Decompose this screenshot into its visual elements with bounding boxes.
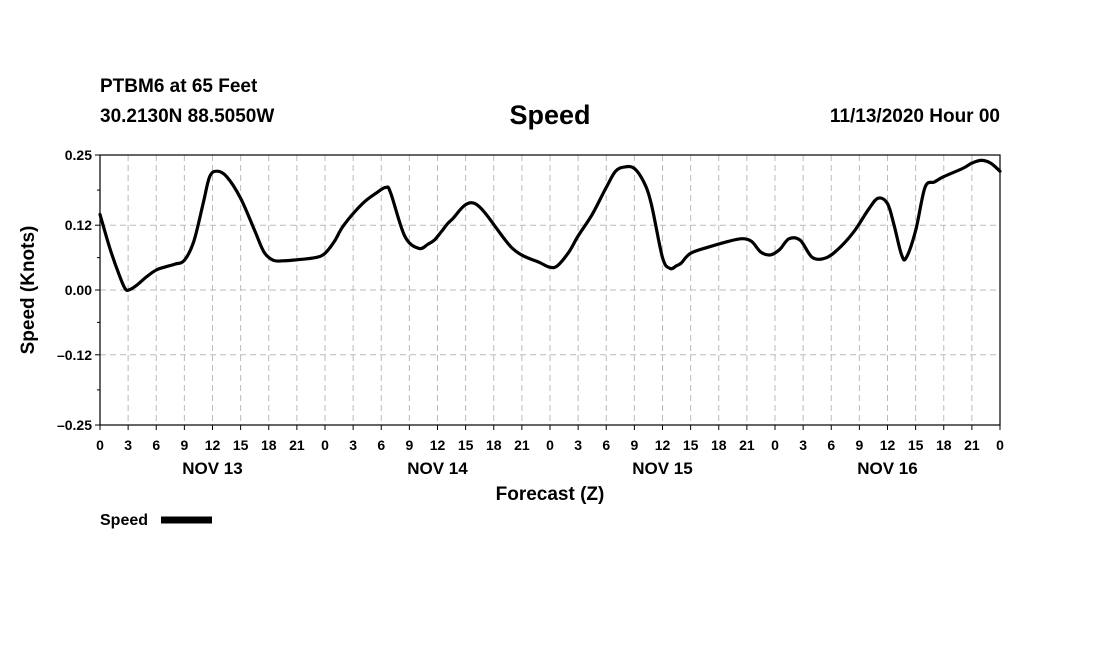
x-tick-label: 0 — [96, 437, 104, 453]
x-tick-label: 0 — [771, 437, 779, 453]
x-tick-label: 6 — [827, 437, 835, 453]
legend-label: Speed — [100, 512, 148, 529]
x-tick-label: 0 — [996, 437, 1004, 453]
x-tick-label: 21 — [964, 437, 980, 453]
x-tick-label: 18 — [711, 437, 727, 453]
x-tick-label: 12 — [880, 437, 896, 453]
x-tick-label: 18 — [261, 437, 277, 453]
plot-frame — [99, 154, 1001, 426]
x-tick-label: 3 — [799, 437, 807, 453]
coordinates-label: 30.2130N 88.5050W — [100, 106, 275, 127]
y-tick-label: 0.12 — [65, 217, 92, 233]
x-day-label: NOV 14 — [407, 459, 468, 478]
x-tick-label: 15 — [683, 437, 699, 453]
x-tick-label: 9 — [855, 437, 863, 453]
x-tick-label: 12 — [655, 437, 671, 453]
x-tick-label: 18 — [486, 437, 502, 453]
forecast-date-label: 11/13/2020 Hour 00 — [829, 106, 1000, 127]
x-axis-title: Forecast (Z) — [496, 484, 605, 505]
x-tick-label: 12 — [430, 437, 446, 453]
series-line-speed — [98, 158, 1002, 293]
x-day-label: NOV 16 — [857, 459, 917, 478]
y-tick-label: 0.00 — [65, 282, 92, 298]
x-tick-label: 6 — [602, 437, 610, 453]
y-tick-label: –0.25 — [57, 417, 92, 433]
x-day-label: NOV 13 — [182, 459, 242, 478]
x-tick-label: 6 — [377, 437, 385, 453]
x-tick-label: 6 — [152, 437, 160, 453]
x-tick-label: 9 — [405, 437, 413, 453]
x-tick-label: 15 — [908, 437, 924, 453]
x-tick-label: 15 — [458, 437, 474, 453]
x-tick-label: 21 — [514, 437, 530, 453]
station-label: PTBM6 at 65 Feet — [100, 76, 258, 97]
x-tick-label: 0 — [546, 437, 554, 453]
y-axis-title: Speed (Knots) — [18, 226, 39, 355]
y-tick-label: –0.12 — [57, 347, 92, 363]
x-tick-label: 9 — [180, 437, 188, 453]
x-tick-label: 9 — [630, 437, 638, 453]
x-tick-label: 3 — [349, 437, 357, 453]
x-tick-label: 21 — [739, 437, 755, 453]
chart-legend: Speed — [100, 512, 212, 529]
x-tick-label: 12 — [205, 437, 221, 453]
x-tick-label: 0 — [321, 437, 329, 453]
x-tick-label: 3 — [124, 437, 132, 453]
x-tick-label: 15 — [233, 437, 249, 453]
x-tick-label: 21 — [289, 437, 305, 453]
chart-labels: 0.250.120.00–0.12–0.250 3 6 9 12 15 18 21 0 3 6 9 12… — [57, 147, 1004, 478]
chart-grid — [99, 154, 1001, 426]
x-tick-label: 18 — [936, 437, 952, 453]
y-tick-label: 0.25 — [65, 147, 92, 163]
chart-ticks — [95, 154, 1001, 430]
chart-title: Speed — [509, 100, 591, 130]
chart-series — [98, 158, 1002, 293]
x-tick-label: 3 — [574, 437, 582, 453]
x-day-label: NOV 15 — [632, 459, 692, 478]
